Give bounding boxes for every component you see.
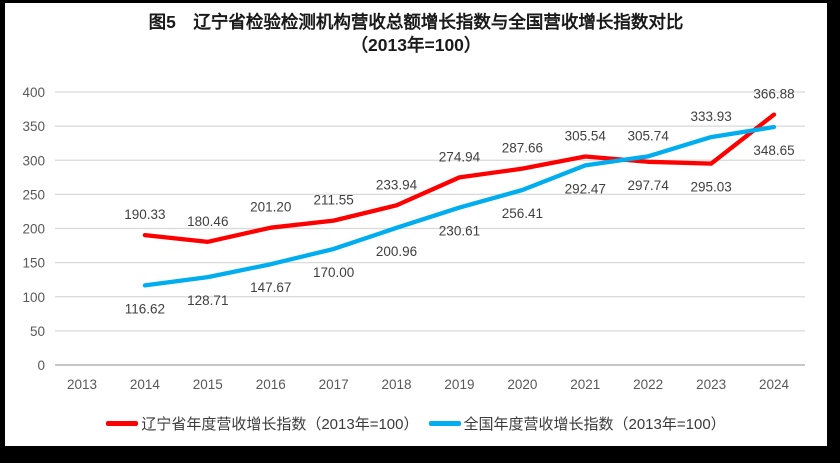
data-label: 233.94 [376, 177, 418, 192]
data-label: 170.00 [313, 265, 354, 280]
data-label: 256.41 [502, 206, 543, 221]
data-label: 295.03 [690, 180, 731, 195]
x-axis-tick-label: 2021 [570, 377, 600, 392]
data-label: 348.65 [753, 143, 794, 158]
data-label: 116.62 [125, 301, 165, 316]
data-label: 147.67 [250, 280, 291, 295]
y-axis-tick-label: 150 [22, 256, 45, 271]
chart-canvas: 图5 辽宁省检验检测机构营收总额增长指数与全国营收增长指数对比 （2013年=1… [5, 3, 827, 446]
data-label: 180.46 [187, 214, 228, 229]
x-axis-tick-label: 2022 [633, 377, 663, 392]
data-label: 200.96 [376, 244, 417, 259]
x-axis-tick-label: 2017 [319, 377, 349, 392]
x-axis-tick-label: 2013 [67, 377, 97, 392]
x-axis-tick-label: 2015 [193, 377, 223, 392]
y-axis-tick-label: 200 [22, 222, 45, 237]
chart-title-line2: （2013年=100） [350, 35, 482, 55]
data-label: 333.93 [690, 109, 731, 124]
x-axis-tick-label: 2023 [696, 377, 726, 392]
data-label: 292.47 [565, 181, 606, 196]
data-label: 128.71 [187, 293, 228, 308]
chart-svg: 0 50 100 150 200 250 300 350 400 2013 2014 2015 2016… [22, 85, 805, 392]
data-label: 305.54 [565, 128, 607, 143]
series-line-1 [142, 124, 777, 288]
legend-label-national: 全国年度营收增长指数（2013年=100） [463, 416, 726, 433]
data-label: 211.55 [313, 193, 353, 208]
x-axis-tick-label: 2018 [382, 377, 412, 392]
data-label: 305.74 [628, 128, 670, 143]
legend-label-liaoning: 辽宁省年度营收增长指数（2013年=100） [141, 416, 419, 433]
data-label: 287.66 [502, 141, 543, 156]
x-axis-tick-label: 2024 [759, 377, 790, 392]
legend-red-line-icon [106, 421, 139, 426]
data-label: 201.20 [250, 200, 291, 215]
chart-title-line1: 图5 辽宁省检验检测机构营收总额增长指数与全国营收增长指数对比 [148, 12, 684, 32]
series-line-0 [142, 112, 777, 244]
y-axis-tick-label: 400 [22, 85, 45, 100]
data-label: 274.94 [439, 149, 481, 164]
legend-item-liaoning: 辽宁省年度营收增长指数（2013年=100） [106, 413, 419, 434]
legend-blue-line-icon [428, 421, 461, 426]
x-axis-tick-label: 2016 [256, 377, 286, 392]
y-axis-tick-label: 0 [37, 358, 45, 373]
legend-item-national: 全国年度营收增长指数（2013年=100） [428, 413, 726, 434]
x-axis-tick-label: 2014 [130, 377, 161, 392]
y-axis-tick-label: 250 [22, 187, 45, 202]
x-axis-tick-label: 2019 [444, 377, 474, 392]
x-axis-tick-label: 2020 [507, 377, 537, 392]
data-label: 366.88 [753, 87, 794, 102]
y-axis-tick-label: 100 [22, 290, 45, 305]
chart-legend: 辽宁省年度营收增长指数（2013年=100） 全国年度营收增长指数（2013年=… [5, 413, 827, 434]
data-label: 297.74 [628, 178, 670, 193]
y-axis-tick-label: 300 [22, 153, 45, 168]
data-label: 230.61 [439, 224, 480, 239]
y-axis-tick-label: 50 [30, 324, 45, 339]
y-axis-tick-label: 350 [22, 119, 45, 134]
data-label: 190.33 [124, 207, 165, 222]
chart-title: 图5 辽宁省检验检测机构营收总额增长指数与全国营收增长指数对比 （2013年=1… [5, 11, 827, 57]
